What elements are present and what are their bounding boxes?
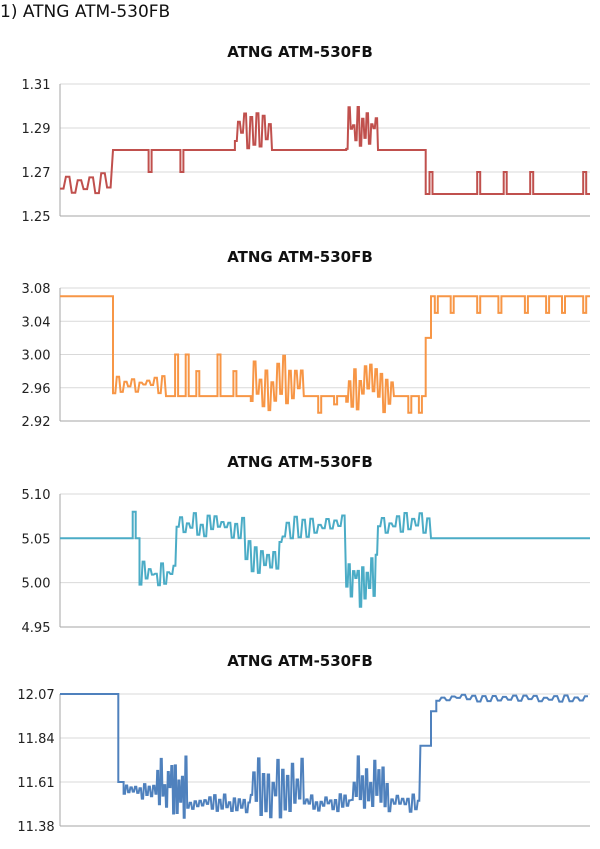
y-tick-label: 1.31 [22,78,51,93]
y-tick-label: 1.25 [22,210,51,225]
chart-title: ATNG ATM-530FB [227,652,373,670]
y-tick-label: 2.92 [22,415,51,430]
y-tick-label: 1.29 [22,122,51,137]
chart-title: ATNG ATM-530FB [227,43,373,61]
series-line [60,693,588,819]
series-line [60,510,590,608]
y-tick-label: 3.04 [22,315,51,330]
chart-title: ATNG ATM-530FB [227,453,373,471]
y-tick-label: 5.10 [22,488,51,503]
y-tick-label: 3.08 [22,282,51,297]
y-tick-label: 12.07 [17,688,54,703]
y-tick-label: 3.00 [22,349,51,364]
series-line [60,106,590,195]
y-tick-label: 5.05 [22,532,51,547]
y-tick-label: 11.61 [17,776,54,791]
page-heading: 1) ATNG ATM-530FB [0,2,171,22]
y-tick-label: 1.27 [22,166,51,181]
y-tick-label: 2.96 [22,382,51,397]
series-line [60,295,590,414]
chart-title: ATNG ATM-530FB [227,248,373,266]
y-tick-label: 5.00 [22,577,51,592]
y-tick-label: 11.38 [17,820,54,835]
y-tick-label: 4.95 [22,621,51,636]
y-tick-label: 11.84 [17,732,54,747]
